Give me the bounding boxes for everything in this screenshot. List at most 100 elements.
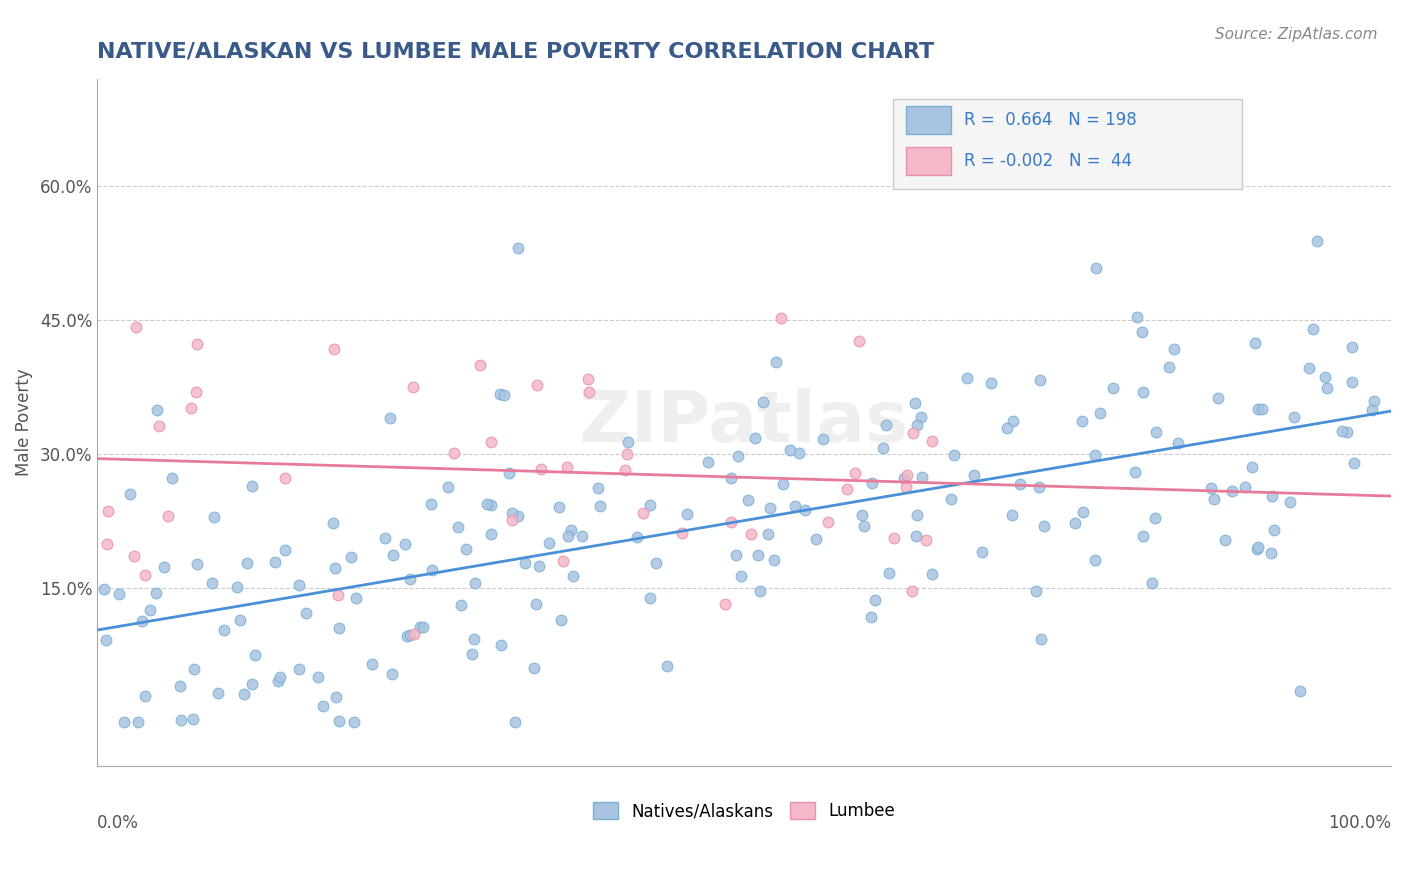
Point	[394, 537, 416, 551]
Point	[420, 497, 443, 511]
Point	[872, 441, 894, 455]
Point	[1261, 489, 1284, 503]
Point	[905, 417, 928, 432]
Point	[382, 548, 405, 562]
Point	[139, 603, 162, 617]
Point	[1361, 403, 1384, 417]
Point	[893, 471, 915, 485]
Point	[1123, 466, 1146, 480]
Point	[202, 509, 225, 524]
Point	[744, 431, 766, 445]
Point	[751, 394, 773, 409]
Point	[793, 503, 815, 517]
Point	[96, 537, 118, 551]
Point	[737, 492, 759, 507]
Point	[626, 530, 648, 544]
Point	[1282, 409, 1305, 424]
FancyBboxPatch shape	[905, 147, 950, 175]
Point	[1298, 361, 1320, 376]
Point	[772, 477, 794, 491]
FancyBboxPatch shape	[893, 99, 1243, 188]
Point	[1088, 406, 1111, 420]
Point	[201, 576, 224, 591]
Point	[1031, 632, 1053, 646]
Point	[765, 355, 787, 369]
Point	[1247, 540, 1270, 554]
Point	[145, 586, 167, 600]
Point	[1029, 373, 1052, 387]
Point	[233, 687, 256, 701]
Point	[1362, 394, 1385, 409]
Point	[747, 549, 769, 563]
Point	[904, 395, 927, 409]
Point	[134, 567, 156, 582]
Point	[1331, 424, 1354, 438]
Point	[1028, 480, 1050, 494]
Point	[1143, 510, 1166, 524]
Point	[655, 659, 678, 673]
Point	[1001, 508, 1024, 522]
Point	[551, 553, 574, 567]
Point	[1102, 381, 1125, 395]
Point	[860, 475, 883, 490]
Point	[107, 587, 129, 601]
Text: 0.0%: 0.0%	[97, 814, 139, 832]
Point	[921, 567, 943, 582]
Point	[207, 686, 229, 700]
Point	[240, 677, 263, 691]
Point	[409, 620, 432, 634]
Point	[454, 541, 477, 556]
Point	[1033, 519, 1056, 533]
Point	[901, 425, 924, 440]
Point	[1341, 340, 1364, 354]
Point	[307, 670, 329, 684]
Point	[374, 532, 396, 546]
Point	[437, 480, 460, 494]
Point	[614, 463, 637, 477]
Point	[863, 593, 886, 607]
Point	[1085, 260, 1108, 275]
Point	[295, 606, 318, 620]
Point	[488, 386, 510, 401]
Point	[501, 513, 523, 527]
Point	[134, 689, 156, 703]
Point	[1234, 480, 1257, 494]
Point	[1340, 376, 1362, 390]
Y-axis label: Male Poverty: Male Poverty	[15, 368, 32, 476]
Point	[1025, 584, 1047, 599]
Point	[169, 679, 191, 693]
Point	[186, 336, 208, 351]
Point	[730, 568, 752, 582]
Point	[1008, 476, 1031, 491]
Point	[523, 661, 546, 675]
Point	[112, 714, 135, 729]
Point	[381, 666, 404, 681]
Point	[740, 527, 762, 541]
Text: NATIVE/ALASKAN VS LUMBEE MALE POVERTY CORRELATION CHART: NATIVE/ALASKAN VS LUMBEE MALE POVERTY CO…	[97, 42, 935, 62]
Point	[713, 597, 735, 611]
Point	[236, 556, 259, 570]
Point	[225, 581, 247, 595]
Point	[326, 588, 349, 602]
Point	[727, 449, 749, 463]
Point	[515, 556, 537, 570]
Point	[267, 674, 290, 689]
Point	[153, 560, 176, 574]
Point	[468, 358, 491, 372]
Point	[1260, 546, 1282, 560]
Point	[243, 648, 266, 662]
Point	[550, 613, 572, 627]
Point	[817, 515, 839, 529]
Point	[122, 549, 145, 563]
Point	[560, 523, 582, 537]
Point	[848, 334, 870, 348]
Point	[844, 467, 866, 481]
Point	[725, 549, 748, 563]
Point	[921, 434, 943, 448]
Point	[361, 657, 384, 671]
Legend: Natives/Alaskans, Lumbee: Natives/Alaskans, Lumbee	[586, 796, 901, 827]
Point	[1084, 448, 1107, 462]
Point	[896, 467, 918, 482]
Point	[1240, 460, 1263, 475]
Point	[228, 613, 250, 627]
